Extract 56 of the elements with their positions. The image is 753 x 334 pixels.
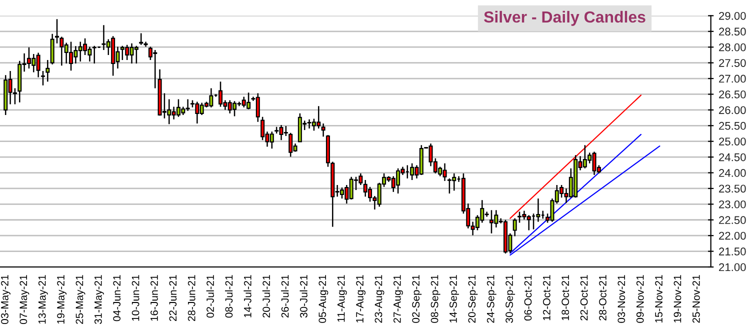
- y-tick-label: 24.50: [719, 153, 746, 162]
- x-tick-label: 08-Sep-21: [430, 275, 440, 323]
- x-tick-label: 13-May-21: [38, 275, 48, 324]
- x-tick-label: 07-May-21: [20, 275, 30, 324]
- x-tick-label: 08-Jul-21: [225, 275, 233, 318]
- x-tick-label: 22-Oct-21: [580, 275, 588, 320]
- x-tick-label: 22-Jun-21: [169, 275, 177, 322]
- x-tick-label: 05-Aug-21: [318, 275, 328, 323]
- x-tick-label: 30-Sep-21: [506, 275, 516, 323]
- x-tick-label: 31-May-21: [94, 275, 104, 324]
- x-tick-label: 06-Oct-21: [524, 275, 532, 321]
- x-tick-label: 20-Sep-21: [468, 275, 478, 323]
- x-tick-label: 17-Aug-21: [356, 275, 366, 322]
- y-tick-label: 27.50: [719, 59, 746, 67]
- x-tick-label: 25-Nov-21: [692, 275, 700, 323]
- x-tick-label: 28-Jun-21: [188, 275, 196, 322]
- x-tick-label: 23-Aug-21: [374, 275, 384, 323]
- y-tick-label: 29.00: [719, 12, 746, 20]
- y-tick-label: 26.00: [719, 106, 746, 114]
- x-tick-label: 12-Oct-21: [542, 275, 550, 320]
- x-tick-label: 15-Nov-21: [655, 275, 662, 322]
- x-tick-label: 02-Jul-21: [206, 275, 214, 318]
- x-tick-label: 02-Sep-21: [412, 275, 422, 323]
- x-tick-label: 14-Jul-21: [244, 275, 252, 318]
- x-tick-label: 14-Sep-21: [450, 275, 459, 322]
- x-tick-label: 18-Oct-21: [562, 275, 570, 320]
- x-tick-label: 03-May-21: [1, 275, 10, 324]
- y-tick-label: 28.00: [719, 43, 746, 52]
- y-tick-label: 28.50: [719, 28, 746, 36]
- x-tick-label: 26-Jul-21: [281, 275, 289, 318]
- x-tick-label: 16-Jun-21: [150, 275, 158, 321]
- y-tick-label: 21.00: [719, 263, 746, 272]
- x-tick-label: 09-Nov-21: [636, 275, 644, 323]
- y-tick-label: 23.50: [719, 184, 746, 193]
- x-tick-label: 24-Sep-21: [486, 275, 496, 323]
- x-tick-label: 30-Jul-21: [300, 275, 308, 318]
- chart-title: Silver - Daily Candles: [484, 10, 646, 26]
- y-tick-label: 24.00: [719, 169, 746, 177]
- x-tick-label: 10-Jun-21: [132, 275, 140, 321]
- x-tick-label: 03-Nov-21: [618, 275, 626, 323]
- x-tick-label: 19-Nov-21: [674, 275, 682, 322]
- x-tick-label: 11-Aug-21: [337, 275, 347, 322]
- y-tick-label: 25.50: [719, 122, 746, 130]
- x-tick-label: 25-May-21: [76, 275, 86, 324]
- y-tick-label: 22.00: [719, 232, 746, 240]
- y-tick-label: 21.50: [719, 248, 746, 256]
- x-tick-label: 27-Aug-21: [393, 275, 403, 323]
- x-tick-label: 19-May-21: [57, 275, 67, 324]
- y-tick-label: 25.00: [719, 138, 746, 146]
- x-tick-label: 28-Oct-21: [599, 275, 606, 320]
- y-tick-label: 22.50: [719, 216, 746, 224]
- y-tick-label: 27.00: [719, 74, 746, 83]
- x-tick-label: 04-Jun-21: [113, 275, 121, 322]
- x-tick-label: 20-Jul-21: [262, 275, 270, 318]
- y-tick-label: 23.00: [719, 200, 746, 208]
- y-tick-label: 26.50: [719, 90, 746, 98]
